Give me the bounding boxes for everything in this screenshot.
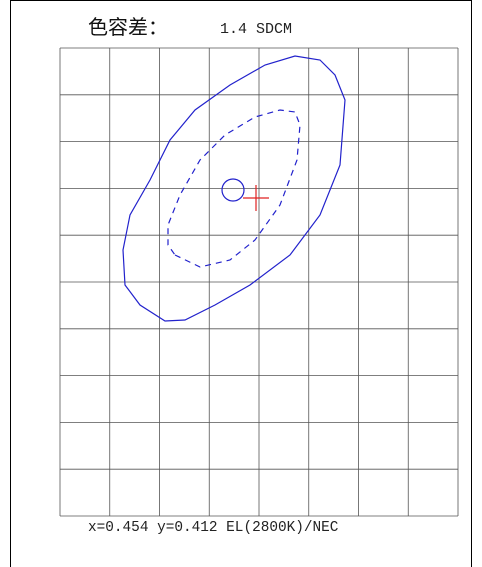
center-circle [221,178,245,202]
measured-point [243,185,269,211]
tolerance-value: 1.4 SDCM [220,21,292,38]
outer-border [10,0,472,567]
title: 色容差： [88,15,168,39]
footer: x=0.454 y=0.412 EL(2800K)/NEC [88,520,339,536]
grid [59,47,459,517]
dashed-ellipse [167,109,301,268]
solid-ellipse [122,55,346,322]
